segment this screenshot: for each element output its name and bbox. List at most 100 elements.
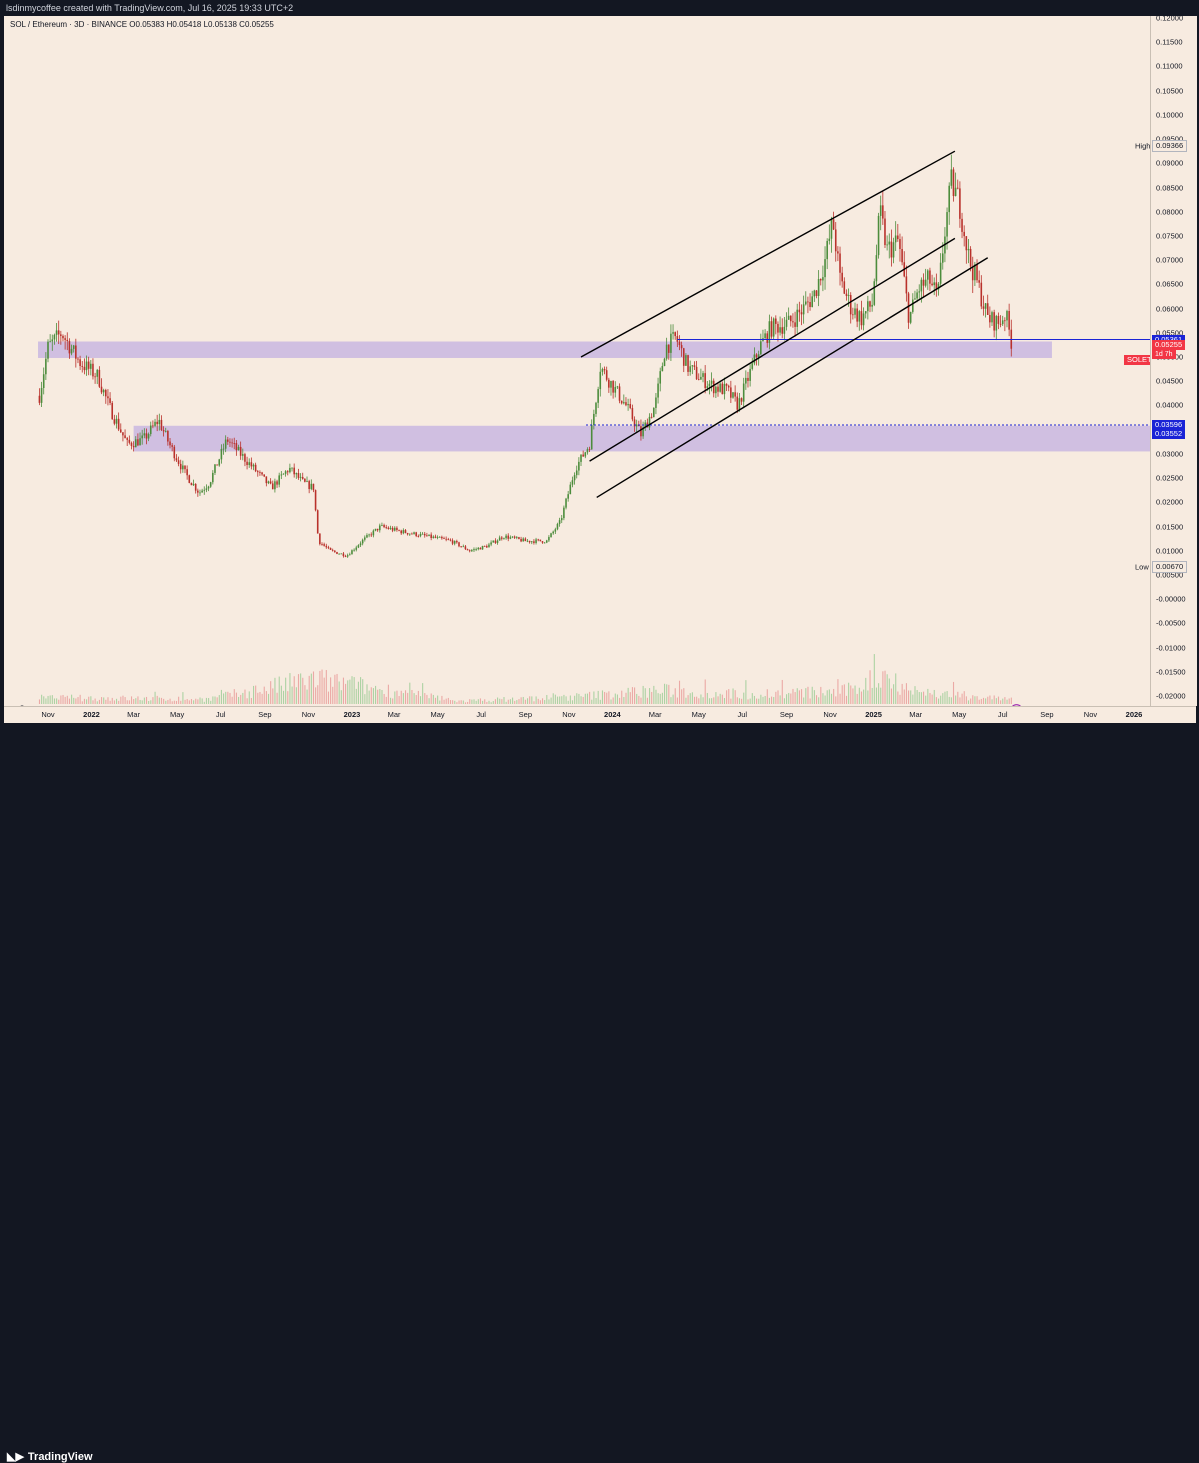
- volume-bar: [807, 686, 809, 704]
- volume-bar: [473, 699, 475, 704]
- candle-body: [199, 492, 201, 494]
- candle-body: [648, 416, 651, 428]
- candle-body: [781, 327, 784, 334]
- candle-body: [633, 419, 636, 427]
- volume-bar: [381, 690, 383, 704]
- candle-body: [614, 386, 617, 393]
- candle-body: [274, 481, 276, 490]
- volume-bar: [621, 690, 623, 704]
- candle-body: [530, 541, 533, 543]
- candle-body: [535, 539, 537, 543]
- candle-body: [749, 368, 751, 381]
- candle-body: [182, 465, 184, 470]
- volume-bar: [965, 696, 967, 704]
- candle-body: [725, 383, 728, 386]
- candle-body: [518, 537, 520, 539]
- candle-body: [794, 322, 796, 327]
- volume-bar: [854, 685, 856, 704]
- candle-body: [383, 524, 385, 528]
- candle-body: [875, 255, 878, 282]
- volume-bar: [835, 696, 837, 704]
- volume-bar: [820, 686, 822, 704]
- volume-bar: [276, 692, 278, 704]
- volume-bar: [974, 696, 976, 704]
- footer-bar: ◣▶ TradingView: [0, 723, 1199, 1463]
- time-tick-label: May: [691, 710, 706, 719]
- volume-bar: [619, 697, 621, 704]
- volume-bar: [156, 695, 158, 704]
- candle-body: [670, 333, 672, 353]
- candle-body: [119, 429, 122, 433]
- candle-body: [682, 348, 685, 366]
- price-tick-label: 0.07000: [1156, 255, 1184, 265]
- volume-bar: [413, 693, 415, 704]
- candle-body: [890, 241, 893, 258]
- volume-bar: [154, 691, 156, 704]
- symbol-legend[interactable]: SOL / Ethereum · 3D · BINANCE O0.05383 H…: [10, 20, 274, 29]
- volume-bar: [190, 699, 193, 704]
- volume-bar: [786, 694, 788, 704]
- volume-bar: [109, 700, 111, 704]
- candle-body: [837, 251, 839, 254]
- candle-body: [1008, 311, 1010, 330]
- volume-bar: [766, 689, 768, 704]
- candle-body: [505, 535, 507, 539]
- channel-trendline-2: [589, 237, 956, 462]
- volume-bar: [394, 691, 396, 704]
- candle-body: [655, 397, 657, 408]
- volume-bar: [47, 695, 49, 704]
- volume-bar: [83, 698, 85, 704]
- candle-body: [443, 538, 445, 540]
- candle-body: [856, 308, 858, 322]
- candle-body: [575, 470, 578, 476]
- chart-pane[interactable]: SOL / Ethereum · 3D · BINANCE O0.05383 H…: [4, 16, 1150, 706]
- flash-icon[interactable]: [1010, 704, 1023, 706]
- volume-bar: [993, 695, 995, 704]
- candle-body: [85, 361, 88, 371]
- candle-body: [154, 421, 156, 426]
- candle-body: [982, 306, 985, 309]
- volume-bar: [548, 699, 550, 704]
- volume-bar: [535, 696, 537, 704]
- candle-body: [250, 462, 253, 467]
- volume-bar: [610, 699, 612, 704]
- volume-bar: [293, 676, 295, 704]
- volume-bar: [347, 680, 349, 704]
- candle-body: [49, 341, 51, 343]
- candle-body: [989, 314, 991, 323]
- candle-body: [590, 425, 593, 450]
- candle-body: [700, 376, 702, 380]
- volume-bar: [524, 699, 526, 704]
- candle-body: [224, 439, 227, 449]
- volume-bar: [56, 698, 58, 704]
- time-axis[interactable]: Nov 2022 Mar May Jul Sep Nov 2023 Mar May Jul Sep No…: [4, 706, 1196, 724]
- volume-bar: [62, 694, 64, 704]
- candle-body: [216, 464, 218, 466]
- volume-bar: [43, 696, 45, 704]
- volume-bar: [668, 684, 670, 704]
- volume-bar: [691, 692, 693, 704]
- volume-bar: [989, 695, 991, 704]
- volume-bar: [238, 696, 240, 704]
- price-axis[interactable]: 0.12000 0.11500 0.11000 0.10500 0.10000 0.095…: [1150, 14, 1197, 706]
- volume-bar: [957, 691, 959, 704]
- volume-bar: [756, 698, 758, 704]
- volume-bar: [893, 684, 895, 704]
- volume-bar: [736, 697, 738, 704]
- volume-bar: [944, 691, 946, 704]
- candle-body: [378, 525, 381, 531]
- candle-body: [490, 542, 492, 545]
- volume-bar: [848, 682, 850, 704]
- candle-body: [760, 341, 762, 355]
- volume-bar: [407, 692, 409, 704]
- volume-bar: [541, 698, 544, 704]
- candle-body: [667, 344, 670, 353]
- volume-bar: [773, 697, 775, 704]
- candle-body: [597, 389, 599, 403]
- volume-bar: [338, 681, 340, 704]
- candle-body: [122, 432, 124, 436]
- price-tick-label: 0.10000: [1156, 110, 1184, 120]
- volume-bar: [45, 698, 47, 704]
- candle-body: [661, 365, 664, 372]
- brand-text: TradingView: [27, 1451, 93, 1463]
